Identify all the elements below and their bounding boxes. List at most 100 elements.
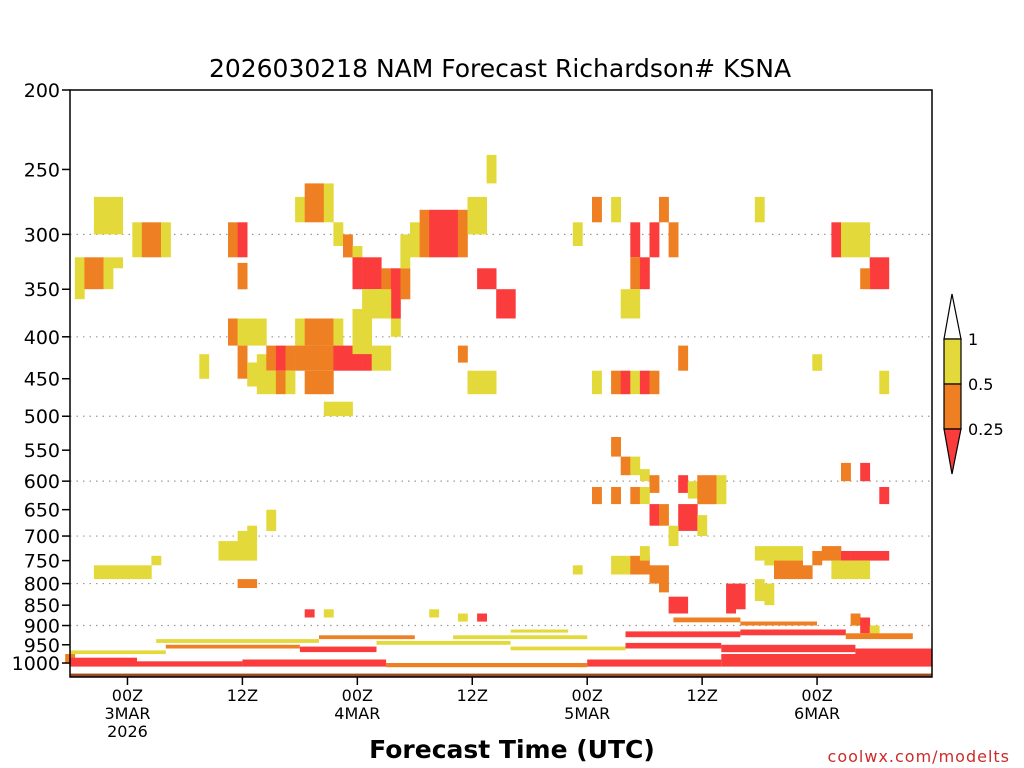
ri-cell [735, 583, 746, 610]
ri-cell [659, 504, 669, 526]
ri-cell [304, 318, 315, 346]
plot-frame [69, 89, 933, 678]
ri-cell [649, 475, 660, 493]
ri-cell [639, 546, 650, 561]
ri-cell [457, 613, 468, 622]
ri-cell [630, 289, 641, 319]
ri-cell [228, 222, 238, 258]
ri-cell [678, 475, 689, 493]
ri-cell [304, 345, 315, 371]
ri-cell [869, 257, 880, 290]
x-axis-label: Forecast Time (UTC) [369, 735, 655, 764]
ri-cell [266, 509, 277, 531]
ri-cell [275, 345, 286, 371]
ri-cell [592, 370, 602, 395]
ri-cell [237, 318, 248, 346]
ri-cell [869, 551, 880, 561]
ri-cell [314, 345, 325, 371]
ri-cell [285, 370, 296, 395]
site-credit: coolwx.com/modelts [828, 747, 1010, 766]
y-tick-label: 550 [24, 440, 60, 462]
x-tick-label: 6MAR [794, 704, 840, 723]
ri-cell [841, 560, 851, 580]
ri-cell [678, 504, 689, 531]
ri-cell [860, 551, 871, 561]
ri-cell [754, 546, 765, 561]
ri-cell [400, 268, 411, 300]
ri-streak [721, 654, 932, 667]
ri-cell [122, 565, 133, 580]
x-tick-label: 12Z [227, 686, 258, 705]
ri-cell [295, 345, 305, 371]
y-tick-label: 750 [24, 551, 60, 573]
chart-title: 2026030218 NAM Forecast Richardson# KSNA [209, 54, 791, 83]
ri-cell [659, 196, 669, 223]
ri-cell [841, 222, 851, 258]
ri-cell [314, 183, 325, 223]
ri-streak [70, 657, 137, 667]
ri-cell [841, 462, 851, 482]
ri-cell [343, 234, 353, 258]
ri-cell [438, 209, 449, 258]
ri-cell [850, 613, 861, 626]
ri-cell [247, 318, 258, 346]
ri-streak [242, 659, 387, 667]
ri-cell [620, 289, 631, 319]
ri-streak [386, 663, 588, 668]
ri-cell [505, 289, 516, 319]
x-tick-label: 12Z [457, 686, 488, 705]
ri-cell [592, 487, 602, 505]
ri-streak [510, 629, 569, 633]
ri-cell [323, 345, 334, 371]
ri-cell [630, 487, 641, 505]
ri-cell [850, 560, 861, 580]
ri-cell [132, 222, 143, 258]
ri-cell [879, 551, 890, 561]
ri-cell [764, 546, 775, 566]
ri-cell [477, 196, 487, 235]
ri-cell [687, 504, 698, 531]
ri-cell [304, 370, 315, 395]
y-tick-label: 200 [24, 80, 60, 102]
ri-cell [486, 370, 497, 395]
ri-cell [333, 222, 344, 246]
ri-cell [611, 487, 621, 505]
ri-cell [630, 456, 641, 476]
ri-cell [256, 354, 267, 395]
x-tick-label: 00Z [342, 686, 373, 705]
y-tick-label: 900 [24, 616, 60, 638]
ri-cell [275, 370, 286, 395]
ri-cell [151, 555, 162, 566]
y-tick-label: 700 [24, 526, 60, 548]
ri-cell [429, 609, 440, 618]
ri-cell [879, 487, 890, 505]
ri-cell [371, 345, 382, 371]
ri-streak [673, 617, 741, 623]
ri-streak [137, 661, 243, 667]
ri-cell [477, 613, 487, 622]
ri-cell [649, 222, 660, 258]
legend-label-0-5: 0.5 [968, 375, 993, 394]
ri-cell [84, 257, 95, 290]
ri-cell [860, 560, 871, 580]
ri-cell [410, 222, 420, 258]
ri-cell [668, 525, 679, 547]
ri-cell [793, 546, 803, 575]
ri-cell [295, 318, 305, 346]
ri-cell [678, 596, 689, 614]
ri-cell [141, 565, 152, 580]
ri-cell [448, 209, 459, 258]
ri-cell [266, 345, 277, 371]
ri-cell [611, 437, 621, 457]
ri-cell [783, 546, 794, 570]
ri-cell [113, 257, 123, 269]
ri-cell [620, 555, 631, 575]
ri-cell [697, 515, 708, 536]
y-tick-label: 850 [24, 595, 60, 617]
ri-cell [390, 268, 401, 319]
ri-cell [343, 345, 353, 371]
ri-streak [376, 641, 511, 645]
ri-streak [721, 644, 856, 653]
